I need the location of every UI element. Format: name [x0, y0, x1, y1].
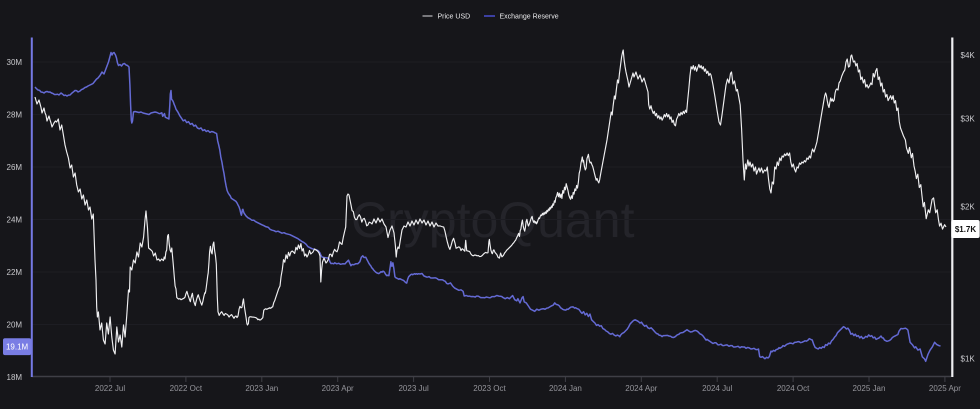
svg-text:24M: 24M	[7, 215, 23, 224]
svg-text:2025 Jan: 2025 Jan	[853, 384, 886, 393]
svg-text:Price USD: Price USD	[438, 14, 471, 21]
svg-text:2024 Jan: 2024 Jan	[549, 384, 582, 393]
svg-text:18M: 18M	[7, 373, 23, 382]
svg-text:2024 Jul: 2024 Jul	[702, 384, 732, 393]
svg-text:$4K: $4K	[961, 51, 976, 60]
svg-text:20M: 20M	[7, 320, 23, 329]
svg-text:$2K: $2K	[961, 203, 976, 212]
svg-text:$3K: $3K	[961, 115, 976, 124]
svg-text:Exchange Reserve: Exchange Reserve	[500, 14, 559, 21]
svg-text:28M: 28M	[7, 110, 23, 119]
svg-text:2025 Apr: 2025 Apr	[929, 384, 961, 393]
svg-text:$1.7K: $1.7K	[955, 225, 977, 234]
svg-text:30M: 30M	[7, 58, 23, 67]
svg-text:2023 Apr: 2023 Apr	[322, 384, 354, 393]
svg-text:2022 Oct: 2022 Oct	[170, 384, 203, 393]
svg-text:$1K: $1K	[961, 354, 976, 363]
svg-text:22M: 22M	[7, 268, 23, 277]
svg-text:2024 Apr: 2024 Apr	[625, 384, 657, 393]
svg-text:19.1M: 19.1M	[6, 343, 29, 352]
svg-text:2023 Jul: 2023 Jul	[398, 384, 428, 393]
svg-text:2023 Oct: 2023 Oct	[473, 384, 506, 393]
svg-text:26M: 26M	[7, 163, 23, 172]
svg-text:2023 Jan: 2023 Jan	[245, 384, 278, 393]
svg-text:2024 Oct: 2024 Oct	[777, 384, 810, 393]
svg-text:2022 Jul: 2022 Jul	[95, 384, 125, 393]
